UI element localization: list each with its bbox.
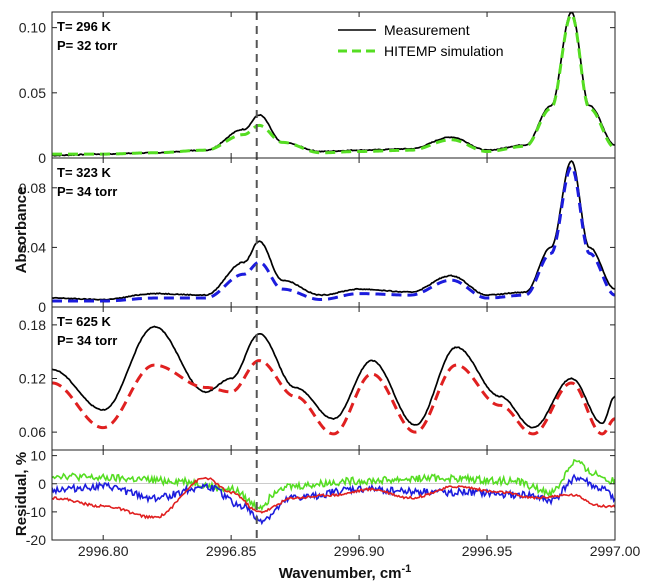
legend-label-measurement: Measurement [384, 22, 470, 38]
series-3-simulation [52, 359, 615, 436]
x-tick-label: 2997.00 [590, 543, 641, 559]
series-2-measurement [52, 159, 615, 301]
x-tick-label: 2996.85 [206, 543, 257, 559]
y-tick-label: 0.05 [19, 85, 46, 101]
legend-label-hitemp: HITEMP simulation [384, 43, 504, 59]
y-tick-label: 0.04 [19, 239, 46, 255]
panel-frame [51, 157, 616, 308]
panel-1: 0 0.05 0.10 T= 296 K P= 32 torr [19, 12, 615, 166]
x-axis-label-sup: -1 [402, 563, 412, 575]
y-tick-label: 0 [38, 476, 46, 492]
y-tick-label: 0.06 [19, 424, 46, 440]
series-4-625-k [52, 476, 615, 520]
y-tick-label: -20 [26, 532, 46, 548]
y-tick-label: 0.10 [19, 20, 46, 36]
y-tick-label: 0 [38, 299, 46, 315]
panels-layer: 0 0.05 0.10 T= 296 K P= 32 torr 0 0.04 0.08 T= 3… [19, 12, 615, 548]
series-2-simulation [52, 165, 615, 303]
series-4-296-k [52, 458, 615, 512]
panel-annotation: P= 34 torr [57, 184, 117, 199]
panel-annotation: P= 32 torr [57, 38, 117, 53]
x-axis-label: Wavenumber, cm-1 [279, 563, 412, 582]
panel-3: 0.06 0.12 0.18 T= 625 K P= 34 torr [19, 314, 615, 440]
y-axis-label-absorbance: Absorbance [13, 187, 30, 274]
y-tick-label: 0.18 [19, 317, 46, 333]
panel-annotation: T= 625 K [57, 314, 111, 329]
y-tick-label: 0 [38, 150, 46, 166]
panel-annotation: T= 323 K [57, 165, 111, 180]
series-1-hitemp-simulation [52, 12, 615, 156]
panel-annotation: T= 296 K [57, 19, 111, 34]
panel-frame [51, 449, 616, 541]
y-tick-label: 0.08 [19, 180, 46, 196]
x-axis-ticks: 2996.80 2996.85 2996.90 2996.95 2997.00 [78, 12, 641, 559]
x-tick-label: 2996.80 [78, 543, 129, 559]
panel-frame [51, 11, 616, 159]
panel-annotation: P= 34 torr [57, 333, 117, 348]
panel-frame [51, 306, 616, 451]
y-tick-label: 0.12 [19, 371, 46, 387]
panel-2: 0 0.04 0.08 T= 323 K P= 34 torr [19, 159, 615, 315]
axes-frames [51, 11, 616, 541]
y-axis-label-residual: Residual, % [13, 452, 30, 536]
series-3-measurement [52, 325, 615, 429]
x-tick-label: 2996.90 [334, 543, 385, 559]
panel-4: -20 -10 0 10 [26, 448, 615, 548]
series-1-measurement [52, 12, 615, 157]
x-tick-label: 2996.95 [462, 543, 513, 559]
legend: Measurement HITEMP simulation [338, 22, 504, 59]
y-tick-label: 10 [30, 448, 46, 464]
y-tick-label: -10 [26, 504, 46, 520]
